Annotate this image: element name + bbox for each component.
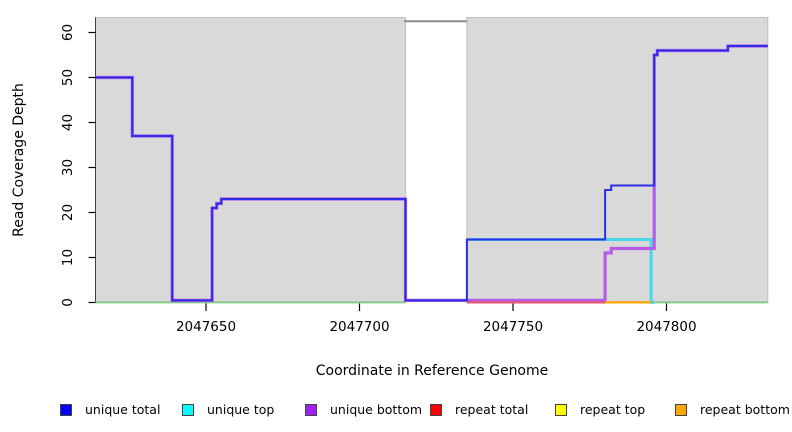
y-tick-label: 0 — [60, 298, 76, 307]
legend-label: unique top — [207, 402, 275, 417]
legend-swatch-repeat-total — [430, 403, 442, 416]
x-tick-label: 2047700 — [329, 319, 389, 335]
y-tick-label: 50 — [60, 69, 76, 86]
legend-label: unique total — [85, 402, 161, 417]
x-axis-title: Coordinate in Reference Genome — [315, 363, 549, 379]
y-axis-title: Read Coverage Depth — [11, 83, 27, 237]
legend-item-repeat-total: repeat total — [430, 402, 528, 417]
unique-region-rect — [466, 17, 769, 303]
x-tick-label: 2047800 — [636, 319, 696, 335]
legend-label: repeat top — [580, 402, 646, 417]
y-tick-label: 60 — [60, 24, 76, 41]
x-tick-label: 2047750 — [483, 319, 543, 335]
legend-item-repeat-top: repeat top — [555, 402, 645, 417]
legend-item-repeat-bottom: repeat bottom — [675, 402, 790, 417]
y-tick-label: 10 — [60, 249, 76, 266]
legend-label: repeat bottom — [700, 402, 790, 417]
legend-item-unique-bottom: unique bottom — [305, 402, 422, 417]
legend-item-unique-top: unique top — [182, 402, 274, 417]
series-line-unique-total — [95, 45, 768, 302]
legend-swatch-unique-top — [182, 403, 194, 416]
x-tick-label: 2047650 — [176, 319, 236, 335]
y-tick-label: 30 — [60, 159, 76, 176]
legend-label: repeat total — [455, 402, 529, 417]
legend-swatch-repeat-bottom — [675, 403, 687, 416]
legend-swatch-repeat-top — [555, 403, 567, 416]
y-tick-label: 40 — [60, 114, 76, 131]
legend-swatch-unique-bottom — [305, 403, 317, 416]
legend-swatch-unique-total — [60, 403, 72, 416]
legend-item-unique-total: unique total — [60, 402, 160, 417]
y-tick-label: 20 — [60, 204, 76, 221]
legend-label: unique bottom — [330, 402, 423, 417]
unique-region-rect — [95, 17, 407, 303]
